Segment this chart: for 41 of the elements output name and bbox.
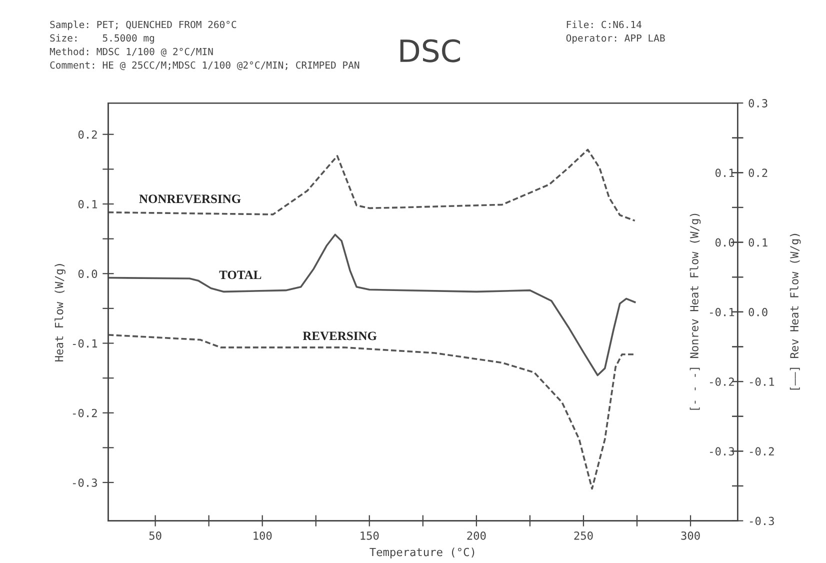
text: Method: MDSC 1/100 @ 2°C/MIN bbox=[50, 48, 213, 57]
y-tick-label: 0.0 bbox=[78, 270, 98, 278]
annotation: TOTAL bbox=[219, 270, 262, 280]
y-tick-label: -0.3 bbox=[72, 478, 97, 487]
y-tick-label: 0.1 bbox=[78, 200, 98, 208]
text: Sample: PET; QUENCHED FROM 260°C bbox=[50, 20, 236, 30]
x-tick-label: 50 bbox=[149, 531, 162, 540]
y-tick-label: -0.1 bbox=[72, 339, 98, 348]
y3-tick-label: 0.1 bbox=[748, 238, 768, 247]
line-series bbox=[108, 234, 636, 376]
y3-tick-label: -0.1 bbox=[750, 378, 774, 386]
text: File: C:N6.14 bbox=[566, 20, 642, 28]
y2-tick-label: -0.2 bbox=[710, 378, 734, 386]
x-tick-label: 250 bbox=[574, 531, 593, 540]
x-tick-label: 150 bbox=[360, 531, 379, 540]
x-tick-label: 300 bbox=[681, 531, 700, 540]
y2-tick-label: 0.1 bbox=[715, 168, 734, 178]
line-series bbox=[108, 148, 636, 222]
y2-axis-title: [- - -] Nonrev Heat Flow (W/g) bbox=[690, 214, 701, 410]
text: Operator: APP LAB bbox=[566, 34, 665, 44]
chart-title: DSC bbox=[400, 39, 460, 62]
y-tick-label: 0.2 bbox=[78, 130, 97, 139]
line-series bbox=[108, 334, 636, 490]
x-tick-label: 200 bbox=[467, 531, 486, 540]
y3-tick-label: -0.2 bbox=[750, 447, 774, 456]
y3-tick-label: 0.3 bbox=[748, 99, 768, 108]
x-axis-title: Temperature (°C) bbox=[370, 548, 474, 558]
annotation: REVERSING bbox=[302, 332, 377, 340]
y-axis-title: Heat Flow (W/g) bbox=[54, 264, 66, 362]
text: Size: 5.5000 mg bbox=[50, 34, 154, 44]
y3-tick-label: -0.3 bbox=[750, 516, 774, 526]
y3-tick-label: 0.0 bbox=[748, 308, 768, 316]
y2-tick-label: -0.1 bbox=[710, 308, 734, 316]
y3-axis-title: [——] Rev Heat Flow (W/g) bbox=[790, 234, 801, 390]
text: Comment: HE @ 25CC/M;MDSC 1/100 @2°C/MIN; CRIMPED PAN bbox=[50, 61, 360, 70]
y2-tick-label: 0.0 bbox=[715, 238, 734, 247]
annotation: NONREVERSING bbox=[139, 194, 241, 204]
y-tick-label: -0.2 bbox=[72, 408, 97, 418]
y2-tick-label: -0.3 bbox=[710, 447, 734, 456]
y3-tick-label: 0.2 bbox=[748, 168, 768, 178]
x-tick-label: 100 bbox=[254, 531, 272, 540]
